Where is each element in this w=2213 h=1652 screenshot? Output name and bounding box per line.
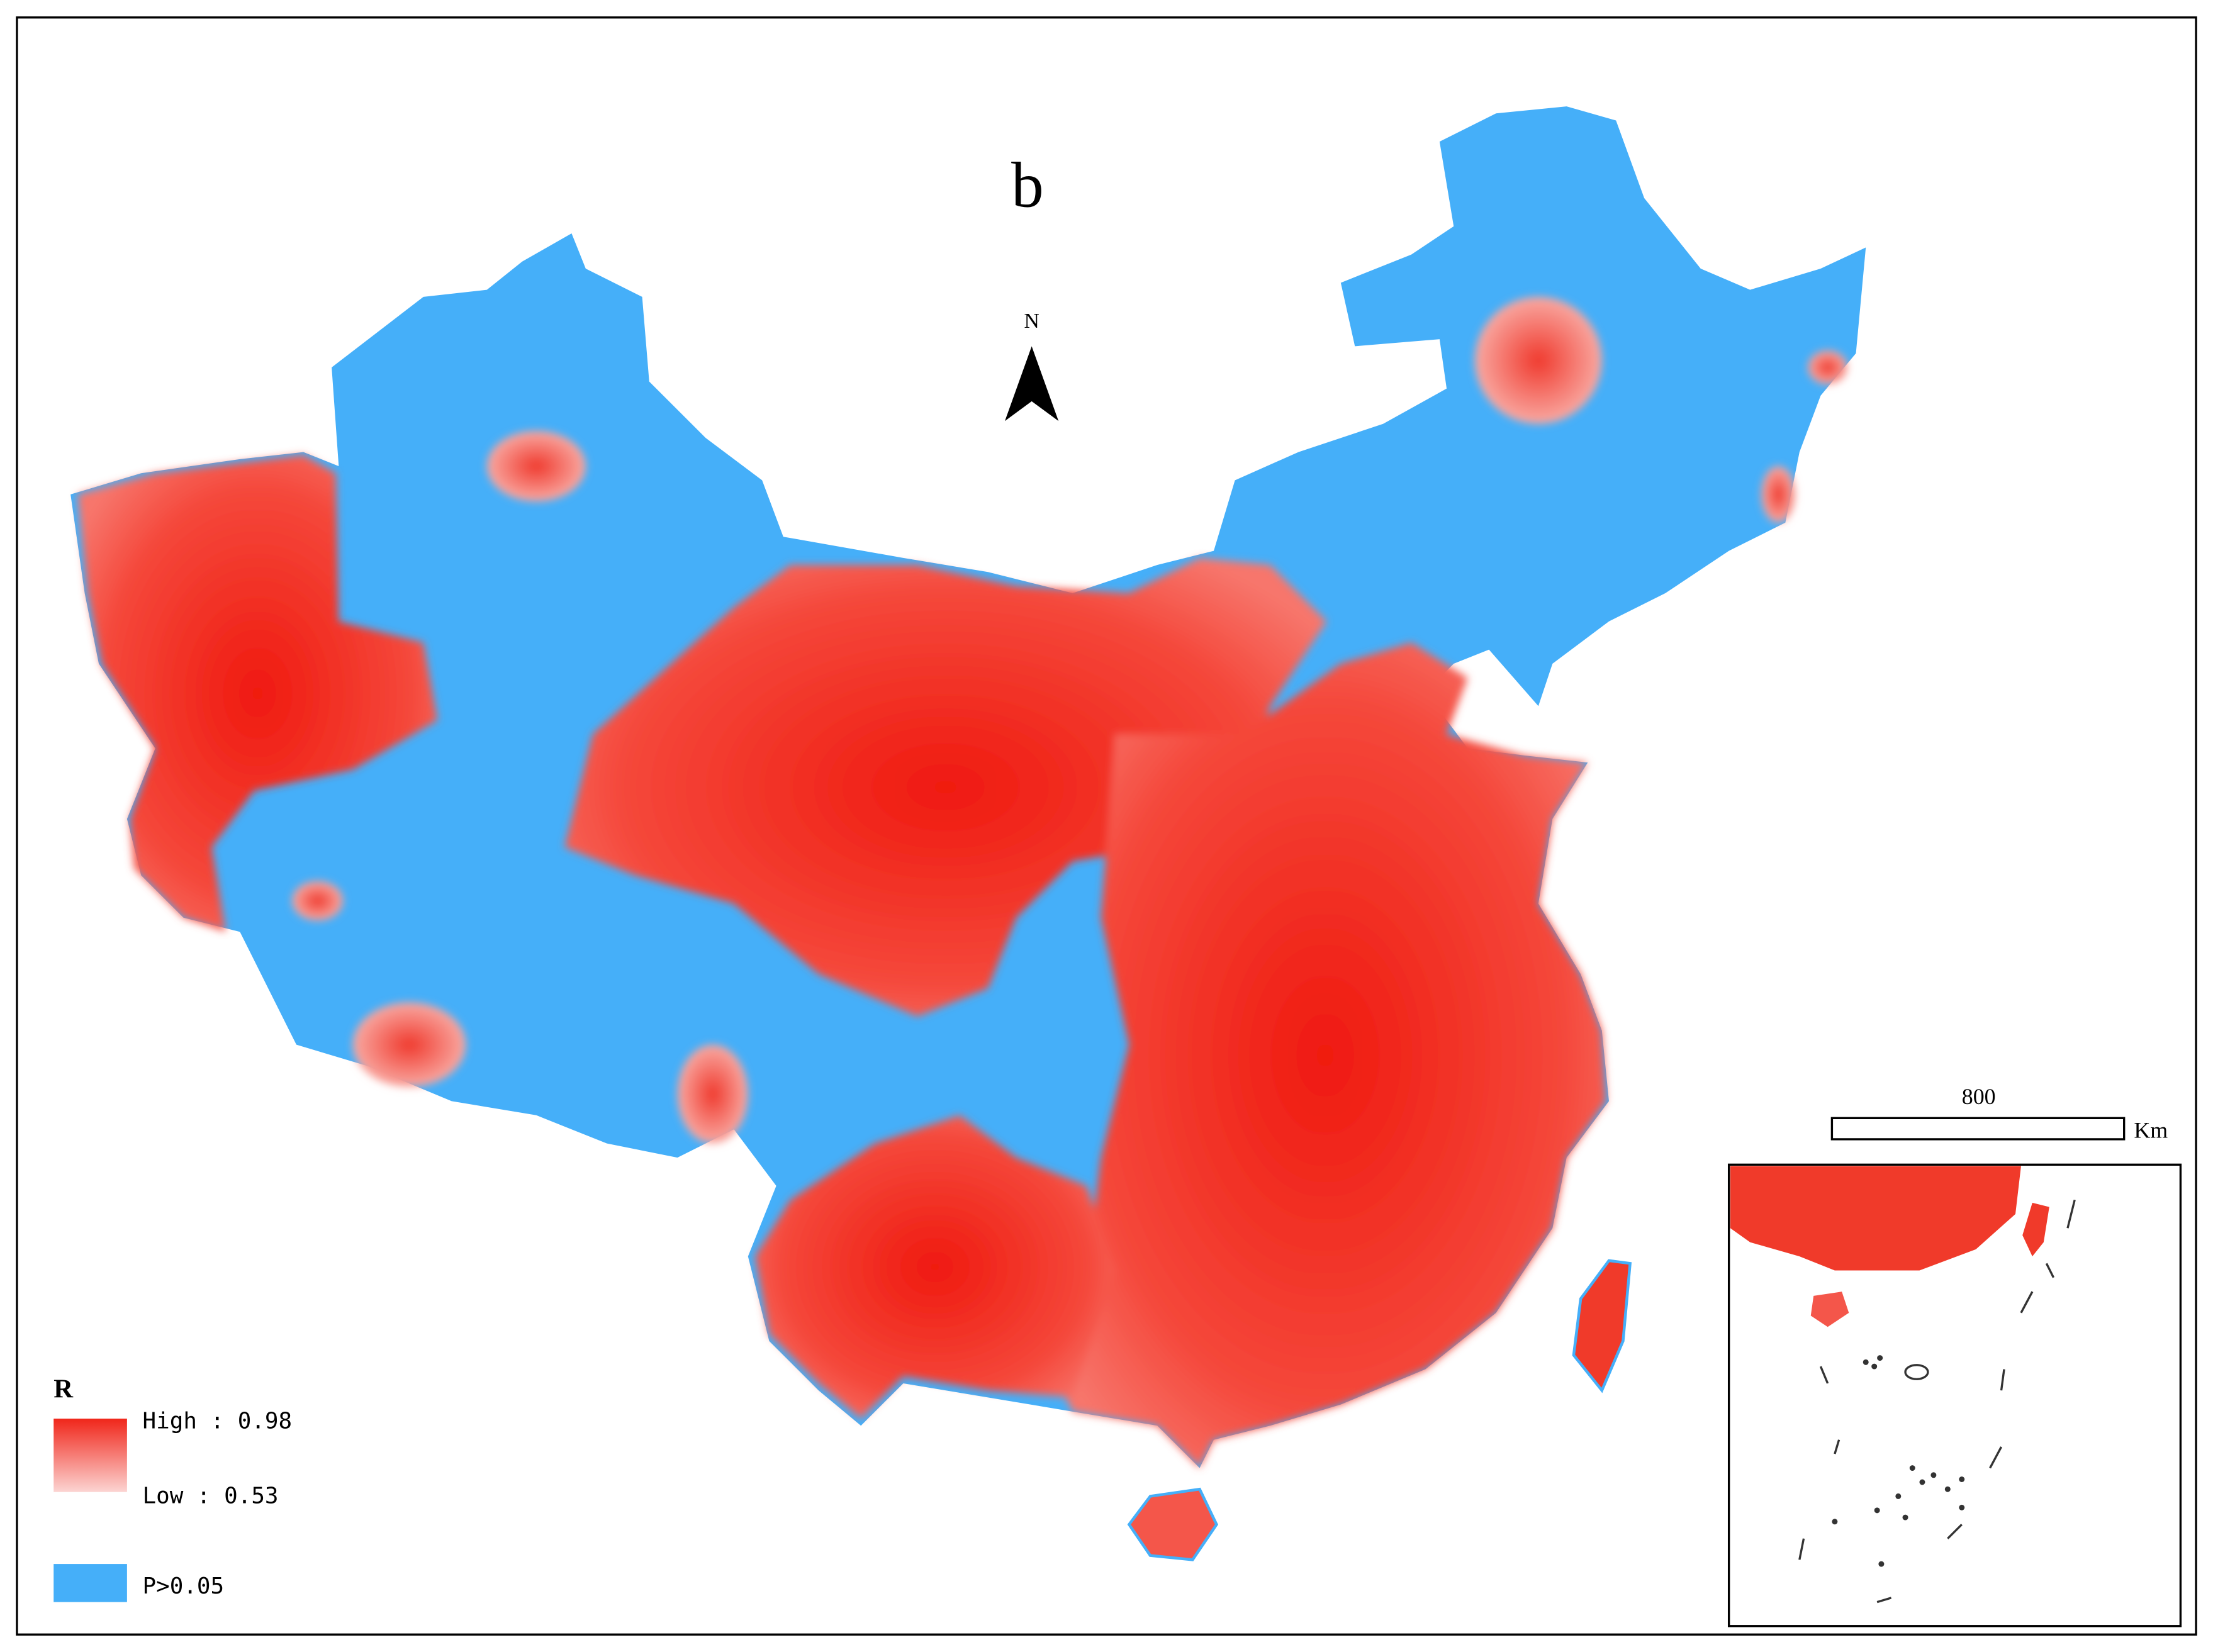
inset-taiwan bbox=[2022, 1202, 2049, 1257]
region-spot bbox=[292, 881, 344, 921]
map-frame bbox=[16, 16, 2197, 1636]
region-east bbox=[1044, 642, 1606, 1468]
legend-low: Low : 0.53 bbox=[143, 1483, 279, 1509]
correlation-surface bbox=[77, 296, 1848, 1468]
region-northeast bbox=[1474, 296, 1602, 424]
legend-title: R bbox=[53, 1374, 74, 1404]
legend-gradient bbox=[53, 1419, 127, 1492]
region-north-central bbox=[564, 557, 1327, 1017]
inset-map bbox=[1727, 1163, 2182, 1627]
region-spot bbox=[486, 430, 586, 502]
inset-hainan bbox=[1810, 1292, 1849, 1327]
legend-insignificant-swatch bbox=[53, 1564, 127, 1602]
region-spot bbox=[1761, 466, 1796, 523]
scale-value: 800 bbox=[1962, 1084, 1996, 1109]
inset-boundary bbox=[1798, 1199, 2076, 1604]
legend-insignificant: P>0.05 bbox=[143, 1573, 225, 1599]
inset-islands bbox=[1832, 1355, 1965, 1567]
scale-unit: Km bbox=[2134, 1118, 2168, 1143]
region-tibet bbox=[352, 1002, 466, 1087]
region-southwest bbox=[754, 1115, 1115, 1419]
scale-bar bbox=[1830, 1117, 2126, 1141]
north-label: N bbox=[1024, 310, 1039, 333]
region-west bbox=[77, 455, 438, 932]
inset-mainland bbox=[1730, 1166, 2021, 1271]
island-taiwan bbox=[1572, 1259, 1632, 1393]
region-spot bbox=[1808, 350, 1848, 384]
map-title: b bbox=[1011, 149, 1044, 221]
island-hainan bbox=[1127, 1487, 1219, 1561]
legend-high: High : 0.98 bbox=[143, 1409, 293, 1434]
region-spot bbox=[677, 1044, 748, 1144]
north-arrow bbox=[1005, 346, 1059, 421]
